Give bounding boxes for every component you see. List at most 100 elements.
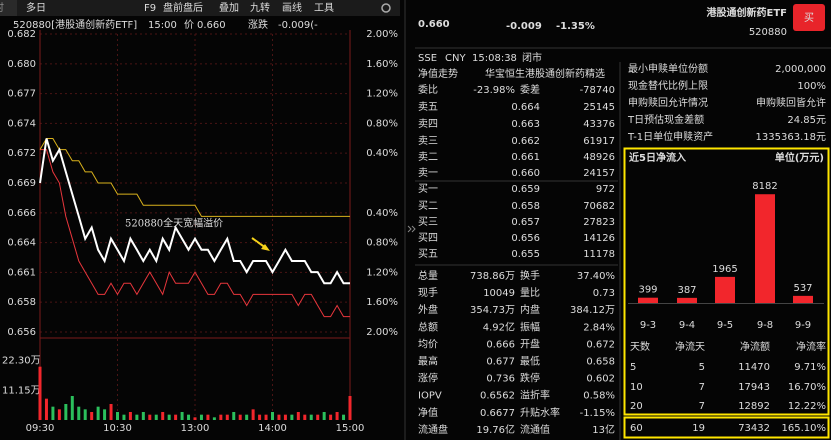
- level-label: 卖五: [418, 101, 438, 113]
- y2-tick-label: 1.60%: [366, 297, 398, 308]
- flow-value-label: 537: [793, 283, 812, 294]
- flow-category: 9-4: [679, 320, 695, 331]
- chart-time: 15:00: [148, 20, 177, 31]
- y2-tick-label: 1.60%: [366, 59, 398, 70]
- quote-price: 0.660: [418, 19, 450, 30]
- volume-bar: [128, 412, 132, 420]
- y-tick-label: 0.656: [7, 327, 36, 338]
- volume-bar: [90, 412, 94, 420]
- flow-bar: [755, 194, 775, 303]
- volume-bar: [122, 414, 126, 420]
- volume-bar: [167, 414, 171, 420]
- toolbar-item: 画线: [282, 1, 302, 14]
- level-price: 0.664: [511, 102, 540, 113]
- x-tick-label: 15:00: [336, 423, 365, 434]
- settings-icon[interactable]: [381, 3, 391, 13]
- stat-label: 升贴水率: [520, 406, 560, 419]
- level-volume: 11178: [583, 249, 615, 260]
- stat-value: 0.58%: [583, 391, 615, 402]
- chart-change: -0.009(-: [278, 20, 318, 31]
- y2-tick-label: 0.80%: [366, 238, 398, 249]
- stat-label: 总额: [418, 320, 438, 333]
- chart-code: 520880[港股通创新药ETF]: [13, 18, 137, 31]
- volume-bar: [141, 412, 145, 420]
- volume-bar: [296, 412, 300, 420]
- chart-change-label: 涨跌: [248, 18, 268, 31]
- volume-bar: [70, 396, 74, 420]
- x-tick-label: 09:30: [26, 423, 55, 434]
- volume-bar: [148, 414, 152, 420]
- y-tick-label: 0.674: [7, 118, 36, 129]
- volume-bar: [57, 409, 61, 420]
- flow-box: [623, 147, 830, 416]
- level-price: 0.663: [511, 119, 540, 130]
- flow-cell: 7: [699, 382, 705, 393]
- volume-bar: [199, 414, 203, 420]
- flow-value-label: 8182: [752, 181, 777, 192]
- stat-label: 最低: [520, 355, 540, 368]
- info-label: 现金替代比例上限: [628, 79, 708, 92]
- info-value: 申购赎回皆允许: [756, 96, 826, 109]
- level-price: 0.656: [511, 233, 540, 244]
- info-label: T日预估现金差额: [627, 113, 704, 126]
- toolbar-item: 九转: [250, 1, 270, 14]
- stat-value: 0.666: [486, 339, 515, 350]
- volume-bar: [264, 414, 268, 420]
- stat-label: 净值: [418, 406, 438, 419]
- stat-value: 0.672: [586, 339, 615, 350]
- y-tick-label: 0.658: [7, 297, 36, 308]
- flow-cell: 19: [692, 423, 705, 434]
- volume-bar: [271, 412, 274, 420]
- y-tick-label: 0.666: [7, 208, 36, 219]
- expand-icon[interactable]: [411, 225, 416, 233]
- level-label: 卖三: [418, 135, 438, 147]
- level-volume: 14126: [583, 233, 615, 244]
- stat-label: 量比: [520, 287, 540, 299]
- y2-tick-label: 2.00%: [366, 327, 398, 338]
- level-label: 买一: [418, 183, 438, 195]
- status-item: 闭市: [522, 51, 542, 64]
- flow-value-label: 1965: [712, 264, 737, 275]
- volume-bar: [309, 414, 313, 420]
- y2-tick-label: 1.20%: [366, 89, 398, 100]
- expand-icon[interactable]: [407, 225, 412, 233]
- volume-bar: [290, 414, 294, 420]
- price-line: [39, 138, 350, 217]
- buy-button[interactable]: [793, 4, 825, 31]
- volume-tick-label: 22.30万: [2, 356, 41, 367]
- flow-value-label: 387: [677, 285, 696, 296]
- level-volume: 48926: [583, 152, 615, 163]
- flow-header: 净流率: [796, 340, 826, 353]
- y2-tick-label: 1.20%: [366, 267, 398, 278]
- volume-bar: [96, 406, 100, 420]
- flow-cell: 165.10%: [782, 423, 827, 434]
- x-tick-label: 10:30: [103, 423, 132, 434]
- volume-bar: [116, 412, 119, 420]
- stat-label: 开盘: [520, 337, 540, 350]
- stat-label: 均价: [418, 338, 438, 350]
- level-volume: 972: [596, 184, 615, 195]
- volume-bar: [161, 412, 165, 420]
- volume-bar: [225, 414, 229, 420]
- volume-bar: [44, 398, 48, 420]
- volume-bar: [51, 406, 55, 420]
- y2-tick-label: 0.40%: [366, 148, 398, 159]
- flow-cell: 20: [630, 401, 643, 412]
- level-price: 0.657: [511, 217, 540, 228]
- level-volume: 27823: [583, 217, 615, 228]
- stat-label: IOPV: [418, 391, 442, 402]
- level-label: 买二: [418, 200, 438, 212]
- level-volume: 43376: [583, 119, 615, 130]
- volume-bar: [258, 414, 262, 420]
- toolbar-item: 叠加: [219, 2, 239, 14]
- volume-bar: [38, 366, 42, 420]
- nav-trend: 净值走势: [418, 67, 458, 80]
- volume-bar: [154, 414, 158, 420]
- stat-label: 跌停: [520, 372, 540, 385]
- flow-cell: 17943: [738, 382, 770, 393]
- stat-value: 0.677: [486, 357, 515, 368]
- ratio-label: 委比: [418, 83, 438, 96]
- level-price: 0.659: [511, 184, 540, 195]
- flow-category: 9-9: [795, 320, 811, 331]
- volume-bar: [187, 414, 191, 420]
